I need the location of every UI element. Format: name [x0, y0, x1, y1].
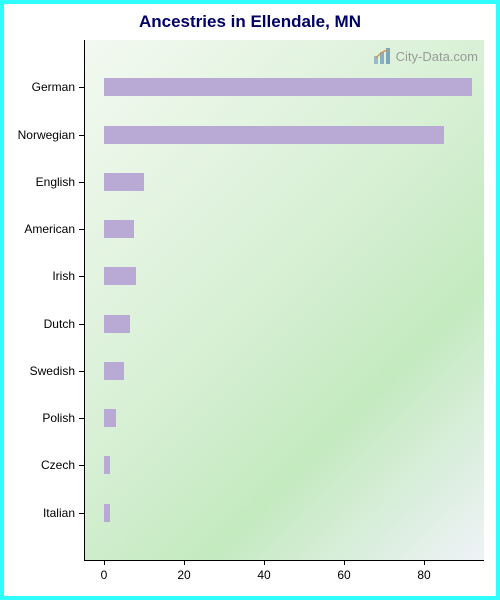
- y-tick: [79, 418, 84, 419]
- y-tick-label: Swedish: [30, 364, 75, 378]
- y-tick: [79, 513, 84, 514]
- x-tick: [104, 560, 105, 565]
- bar: [104, 362, 124, 380]
- y-tick-label: Norwegian: [18, 128, 75, 142]
- x-tick: [184, 560, 185, 565]
- chart-frame: Ancestries in Ellendale, MN City-Data.co…: [4, 4, 496, 596]
- bar: [104, 78, 472, 96]
- bar-chart-icon: [372, 48, 392, 64]
- y-tick-label: Italian: [43, 506, 75, 520]
- x-tick-label: 80: [417, 568, 430, 582]
- x-tick: [264, 560, 265, 565]
- y-tick: [79, 276, 84, 277]
- y-tick-label: Dutch: [44, 317, 75, 331]
- x-tick-label: 20: [177, 568, 190, 582]
- x-tick: [344, 560, 345, 565]
- bar: [104, 220, 134, 238]
- chart-title: Ancestries in Ellendale, MN: [4, 12, 496, 32]
- x-tick-label: 40: [257, 568, 270, 582]
- bar: [104, 126, 444, 144]
- watermark: City-Data.com: [372, 48, 478, 64]
- y-tick: [79, 87, 84, 88]
- y-tick-label: English: [36, 175, 75, 189]
- bar: [104, 504, 110, 522]
- x-tick-label: 60: [337, 568, 350, 582]
- y-tick: [79, 229, 84, 230]
- bar: [104, 409, 116, 427]
- watermark-text: City-Data.com: [396, 49, 478, 64]
- y-tick-label: German: [32, 80, 75, 94]
- y-tick: [79, 324, 84, 325]
- y-tick: [79, 465, 84, 466]
- y-tick-label: Czech: [41, 458, 75, 472]
- bar: [104, 267, 136, 285]
- y-axis-line: [84, 40, 85, 560]
- plot-area: [84, 40, 484, 560]
- y-tick-label: Polish: [42, 411, 75, 425]
- y-tick: [79, 135, 84, 136]
- bar: [104, 315, 130, 333]
- x-tick: [424, 560, 425, 565]
- bar: [104, 456, 110, 474]
- y-tick: [79, 182, 84, 183]
- y-tick-label: Irish: [52, 269, 75, 283]
- y-tick: [79, 371, 84, 372]
- y-tick-label: American: [24, 222, 75, 236]
- x-tick-label: 0: [101, 568, 108, 582]
- bar: [104, 173, 144, 191]
